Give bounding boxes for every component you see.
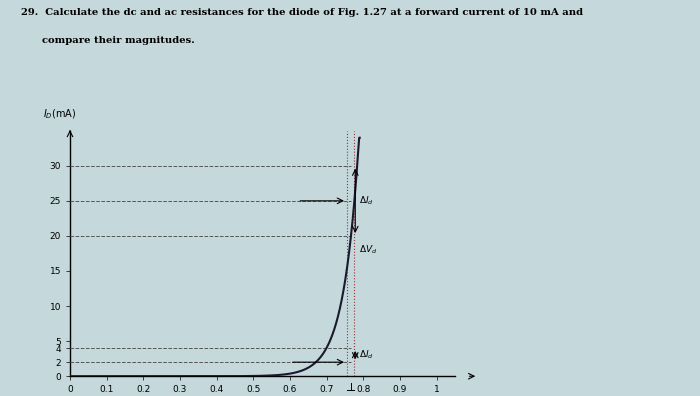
Text: 29.  Calculate the dc and ac resistances for the diode of Fig. 1.27 at a forward: 29. Calculate the dc and ac resistances …	[21, 8, 583, 17]
Text: $\Delta V_d$: $\Delta V_d$	[358, 244, 377, 256]
Text: $\Delta I_d$: $\Delta I_d$	[358, 349, 374, 362]
Text: $I_D$(mA): $I_D$(mA)	[43, 107, 76, 121]
Text: compare their magnitudes.: compare their magnitudes.	[21, 36, 195, 45]
Text: $\Delta I_d$: $\Delta I_d$	[358, 194, 374, 207]
